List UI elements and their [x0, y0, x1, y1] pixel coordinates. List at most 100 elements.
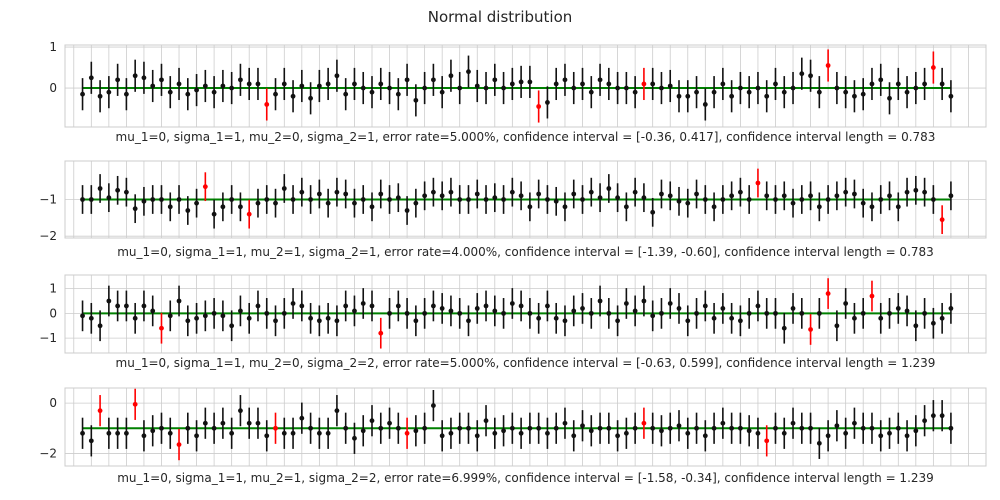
estimate-point: [545, 430, 550, 436]
subplot-4: −2 0 mu_1=0, sigma_1=1, mu_2=1, sigma_2=2,…: [39, 387, 987, 485]
estimate-point: [352, 81, 357, 87]
estimate-point: [360, 197, 366, 202]
estimate-point: [887, 193, 892, 199]
estimate-point: [439, 89, 445, 95]
estimate-point: [492, 195, 498, 201]
estimate-point: [676, 198, 682, 204]
estimate-point: [685, 93, 691, 99]
estimate-point: [685, 200, 691, 206]
estimate-point: [738, 318, 743, 324]
estimate-point: [88, 438, 94, 444]
estimate-point: [273, 200, 278, 206]
estimate-point: [194, 87, 199, 93]
estimate-point: [834, 85, 840, 91]
estimate-point: [404, 310, 410, 316]
estimate-point: [395, 303, 401, 309]
estimate-point: [623, 85, 629, 91]
estimate-point: [852, 93, 857, 99]
estimate-point: [738, 425, 743, 431]
estimate-point: [194, 200, 199, 206]
estimate-point: [694, 425, 699, 431]
estimate-point: [167, 430, 173, 436]
estimate-point: [650, 425, 656, 431]
estimate-point: [299, 415, 305, 421]
estimate-point: [255, 81, 261, 87]
estimate-point: [457, 197, 463, 202]
subplot-3: −1 0 1 mu_1=0, sigma_1=1, mu_2=0, sigma_2=2…: [39, 274, 987, 370]
estimate-point: [580, 197, 585, 202]
estimate-point: [738, 189, 743, 195]
figure-title: Normal distribution: [428, 8, 573, 26]
estimate-point: [246, 81, 252, 87]
estimate-point: [948, 425, 954, 431]
estimate-point-miss: [132, 401, 138, 407]
estimate-point: [290, 93, 296, 99]
estimate-point-miss: [641, 81, 647, 87]
estimate-point: [246, 420, 252, 426]
estimate-point: [360, 85, 366, 91]
estimate-point: [623, 430, 629, 436]
estimate-point-miss: [378, 330, 384, 336]
estimate-point: [343, 303, 349, 309]
estimate-point: [650, 313, 656, 319]
estimate-point: [97, 93, 103, 99]
estimate-point: [255, 200, 261, 206]
estimate-point: [202, 83, 208, 89]
estimate-point-miss: [764, 438, 770, 444]
estimate-point: [185, 318, 191, 324]
subplot-1: 0 1 mu_1=0, sigma_1=1, mu_2=0, sigma_2=1, …: [49, 40, 987, 144]
estimate-point: [816, 204, 822, 210]
estimate-point: [948, 193, 954, 199]
estimate-point: [571, 308, 577, 314]
estimate-point: [395, 425, 401, 431]
estimate-point: [773, 81, 778, 87]
estimate-point: [545, 197, 550, 202]
estimate-point-miss: [404, 430, 410, 436]
estimate-point: [422, 310, 428, 316]
estimate-point: [676, 93, 682, 99]
estimate-point: [922, 189, 927, 195]
estimate-point: [387, 85, 392, 91]
y-tick-label: 1: [49, 40, 57, 54]
estimate-point: [685, 430, 691, 436]
estimate-point: [536, 315, 542, 321]
estimate-point: [527, 425, 533, 431]
estimate-point: [834, 423, 840, 429]
estimate-point: [395, 195, 401, 201]
estimate-point: [527, 204, 533, 210]
estimate-point: [773, 310, 778, 316]
estimate-point: [781, 89, 787, 95]
estimate-point: [325, 200, 331, 206]
estimate-point: [913, 187, 919, 193]
estimate-point: [694, 89, 699, 95]
estimate-point: [229, 323, 235, 329]
estimate-point: [369, 303, 375, 309]
estimate-point-miss: [202, 184, 208, 190]
estimate-point-miss: [176, 442, 182, 448]
estimate-point: [632, 308, 638, 314]
estimate-point: [939, 81, 945, 87]
estimate-point: [816, 89, 822, 95]
estimate-point: [501, 197, 506, 202]
estimate-point: [141, 303, 147, 309]
estimate-point: [88, 197, 94, 202]
estimate-point: [667, 83, 673, 89]
estimate-point: [369, 204, 375, 210]
y-tick-label: −2: [39, 229, 57, 243]
estimate-point: [466, 318, 471, 324]
estimate-point: [194, 315, 199, 321]
estimate-point: [869, 81, 875, 87]
estimate-point: [922, 310, 927, 316]
estimate-point: [895, 81, 901, 87]
estimate-point: [185, 425, 191, 431]
estimate-point-miss: [641, 420, 647, 426]
estimate-point: [395, 91, 401, 97]
estimate-point: [711, 204, 717, 210]
estimate-point: [895, 204, 901, 210]
estimate-point: [808, 73, 813, 79]
estimate-point: [606, 425, 612, 431]
estimate-point: [852, 191, 857, 197]
estimate-point: [720, 197, 726, 202]
estimate-point: [404, 77, 410, 83]
estimate-point: [799, 310, 805, 316]
